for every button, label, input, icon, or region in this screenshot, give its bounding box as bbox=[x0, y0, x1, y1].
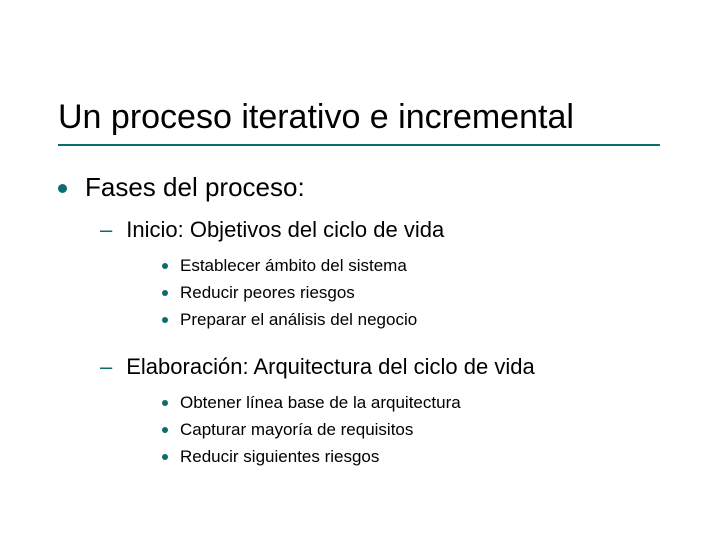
level1-text: Fases del proceso: bbox=[85, 172, 305, 203]
bullet-icon bbox=[162, 290, 168, 296]
level1-item: Fases del proceso: bbox=[58, 172, 678, 203]
slide-content: Fases del proceso: – Inicio: Objetivos d… bbox=[58, 172, 678, 473]
slide-title: Un proceso iterativo e incremental bbox=[58, 98, 574, 137]
level3-item: Reducir siguientes riesgos bbox=[162, 446, 678, 468]
level2-item: – Inicio: Objetivos del ciclo de vida bbox=[100, 215, 678, 245]
level2-text: Elaboración: Arquitectura del ciclo de v… bbox=[126, 352, 534, 382]
dash-icon: – bbox=[100, 215, 112, 245]
bullet-icon bbox=[162, 454, 168, 460]
slide: Un proceso iterativo e incremental Fases… bbox=[0, 0, 720, 540]
spacer bbox=[58, 336, 678, 346]
bullet-icon bbox=[162, 400, 168, 406]
level3-text: Reducir peores riesgos bbox=[180, 282, 355, 304]
level3-text: Preparar el análisis del negocio bbox=[180, 309, 417, 331]
level3-text: Capturar mayoría de requisitos bbox=[180, 419, 413, 441]
bullet-icon bbox=[162, 317, 168, 323]
level3-item: Preparar el análisis del negocio bbox=[162, 309, 678, 331]
bullet-icon bbox=[58, 184, 67, 193]
level3-item: Obtener línea base de la arquitectura bbox=[162, 392, 678, 414]
bullet-icon bbox=[162, 427, 168, 433]
level2-text: Inicio: Objetivos del ciclo de vida bbox=[126, 215, 444, 245]
level3-item: Capturar mayoría de requisitos bbox=[162, 419, 678, 441]
level2-item: – Elaboración: Arquitectura del ciclo de… bbox=[100, 352, 678, 382]
bullet-icon bbox=[162, 263, 168, 269]
level3-text: Obtener línea base de la arquitectura bbox=[180, 392, 461, 414]
dash-icon: – bbox=[100, 352, 112, 382]
title-underline bbox=[58, 144, 660, 146]
level3-item: Reducir peores riesgos bbox=[162, 282, 678, 304]
level3-text: Reducir siguientes riesgos bbox=[180, 446, 379, 468]
level3-item: Establecer ámbito del sistema bbox=[162, 255, 678, 277]
level3-text: Establecer ámbito del sistema bbox=[180, 255, 407, 277]
